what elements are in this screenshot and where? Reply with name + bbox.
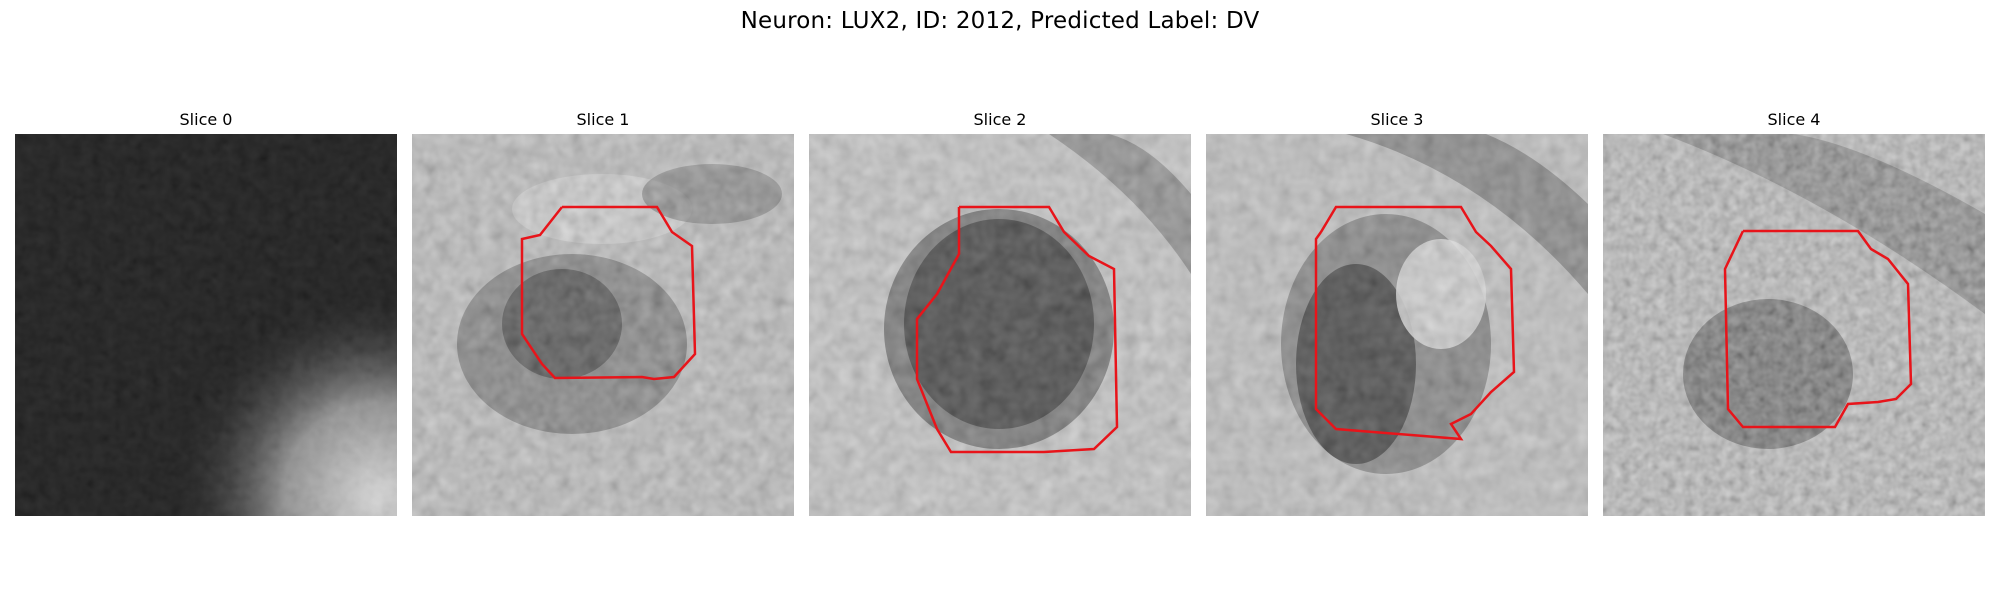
roi-contour [1723,229,1913,429]
panel-title-slice-3: Slice 3 [1370,110,1424,129]
panel-title-slice-4: Slice 4 [1767,110,1821,129]
image-slice-1 [412,134,794,516]
image-slice-0 [15,134,397,516]
roi-contour [915,205,1119,454]
roi-contour [1314,205,1516,441]
roi-contour [520,205,697,381]
image-slice-2 [809,134,1191,516]
panel-title-slice-1: Slice 1 [576,110,630,129]
image-slice-4 [1603,134,1985,516]
panel-title-slice-2: Slice 2 [973,110,1027,129]
figure-title: Neuron: LUX2, ID: 2012, Predicted Label:… [740,8,1260,34]
panel-title-slice-0: Slice 0 [179,110,233,129]
image-slice-3 [1206,134,1588,516]
